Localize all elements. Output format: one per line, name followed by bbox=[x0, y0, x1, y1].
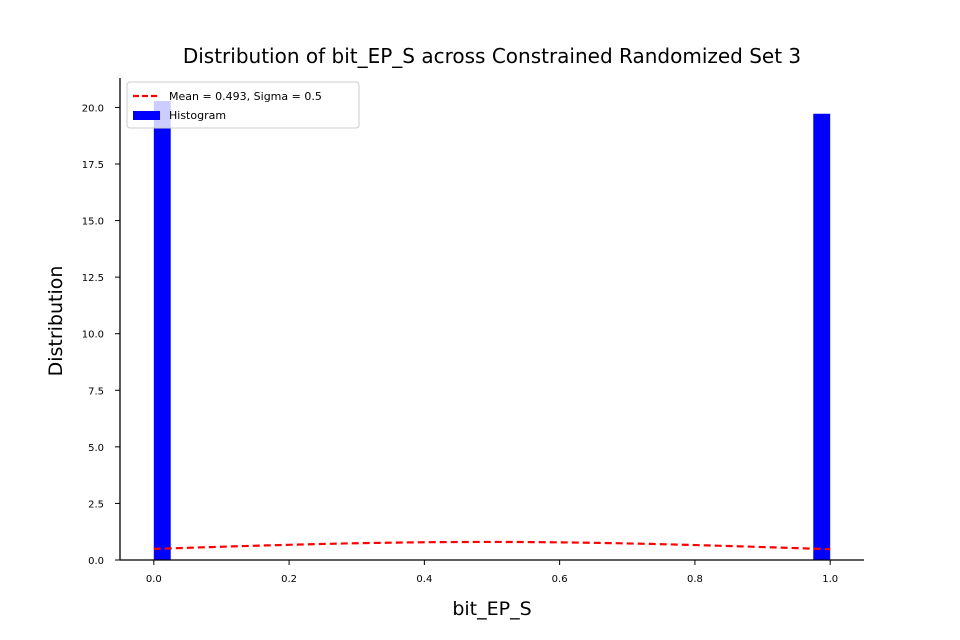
legend-swatch-histogram bbox=[133, 111, 160, 120]
pdf-curve bbox=[153, 540, 831, 551]
y-tick-label: 20.0 bbox=[82, 103, 104, 114]
y-axis-ticks: 0.0 2.5 5.0 7.5 10.0 12.5 15.0 17.5 20.0 bbox=[82, 103, 120, 567]
x-tick-label: 1.0 bbox=[822, 574, 838, 585]
legend: Mean = 0.493, Sigma = 0.5 Histogram bbox=[126, 81, 360, 129]
x-tick-label: 0.4 bbox=[416, 574, 432, 585]
y-tick-label: 7.5 bbox=[88, 386, 104, 397]
x-tick-label: 0.6 bbox=[552, 574, 568, 585]
y-tick-label: 17.5 bbox=[82, 160, 104, 171]
x-tick-label: 0.2 bbox=[281, 574, 297, 585]
x-tick-label: 0.8 bbox=[687, 574, 703, 585]
histogram-bar-0 bbox=[153, 101, 171, 560]
histogram-bar-1 bbox=[813, 113, 831, 560]
pdf-curve-layer bbox=[153, 540, 831, 551]
legend-label-pdf: Mean = 0.493, Sigma = 0.5 bbox=[169, 90, 322, 103]
x-tick-label: 0.0 bbox=[146, 574, 162, 585]
chart-title: Distribution of bit_EP_S across Constrai… bbox=[183, 44, 801, 68]
y-tick-label: 0.0 bbox=[88, 556, 104, 567]
legend-label-histogram: Histogram bbox=[169, 109, 226, 122]
x-axis-ticks: 0.0 0.2 0.4 0.6 0.8 1.0 bbox=[146, 560, 838, 585]
histogram-bars bbox=[153, 101, 831, 560]
legend-frame bbox=[126, 81, 360, 129]
y-axis-label: Distribution bbox=[45, 266, 67, 377]
y-tick-label: 12.5 bbox=[82, 273, 104, 284]
y-tick-label: 5.0 bbox=[88, 443, 104, 454]
x-axis-label: bit_EP_S bbox=[452, 598, 531, 620]
y-tick-label: 2.5 bbox=[88, 499, 104, 510]
y-tick-label: 10.0 bbox=[82, 330, 104, 341]
y-tick-label: 15.0 bbox=[82, 217, 104, 228]
